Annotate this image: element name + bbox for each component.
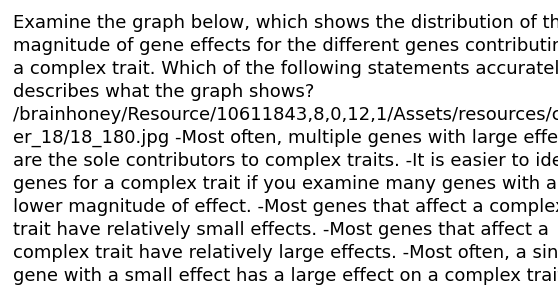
Text: are the sole contributors to complex traits. -It is easier to identify: are the sole contributors to complex tra… <box>13 152 558 170</box>
Text: trait have relatively small effects. -Most genes that affect a: trait have relatively small effects. -Mo… <box>13 221 549 239</box>
Text: gene with a small effect has a large effect on a complex trait.: gene with a small effect has a large eff… <box>13 267 558 285</box>
Text: complex trait have relatively large effects. -Most often, a single: complex trait have relatively large effe… <box>13 244 558 262</box>
Text: lower magnitude of effect. -Most genes that affect a complex: lower magnitude of effect. -Most genes t… <box>13 198 558 216</box>
Text: genes for a complex trait if you examine many genes with a: genes for a complex trait if you examine… <box>13 175 557 193</box>
Text: describes what the graph shows?: describes what the graph shows? <box>13 83 314 101</box>
Text: er_18/18_180.jpg -Most often, multiple genes with large effects: er_18/18_180.jpg -Most often, multiple g… <box>13 129 558 147</box>
Text: Examine the graph below, which shows the distribution of the: Examine the graph below, which shows the… <box>13 14 558 32</box>
Text: magnitude of gene effects for the different genes contributing to: magnitude of gene effects for the differ… <box>13 37 558 55</box>
Text: a complex trait. Which of the following statements accurately: a complex trait. Which of the following … <box>13 60 558 78</box>
Text: /brainhoney/Resource/10611843,8,0,12,1/Assets/resources/chapt: /brainhoney/Resource/10611843,8,0,12,1/A… <box>13 106 558 124</box>
